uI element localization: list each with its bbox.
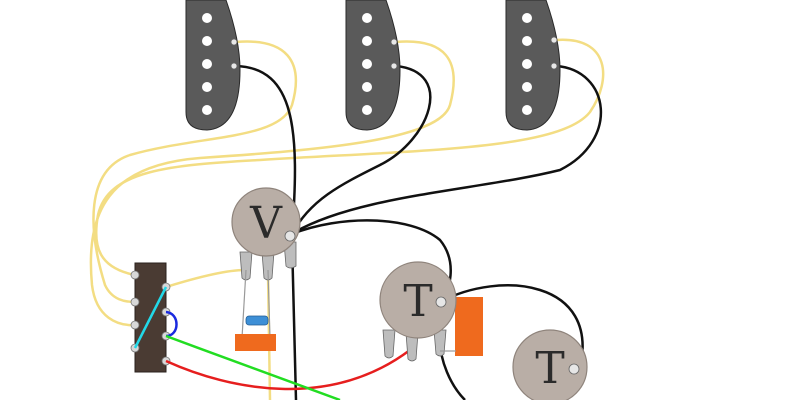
tone-pot-1: T xyxy=(379,261,483,362)
volume-pot: V xyxy=(231,187,301,351)
treble-bleed-capacitor xyxy=(235,334,276,351)
volume-pot-lugs xyxy=(239,241,297,281)
pickup-middle-body xyxy=(345,0,401,131)
middle-hot-wire xyxy=(89,40,455,327)
middle-ground-wire xyxy=(290,64,432,235)
tone-pot-2-label: T xyxy=(535,343,564,394)
bridge-hot-wire xyxy=(94,38,605,277)
treble-bleed-resistor xyxy=(245,315,269,326)
tone-pot-1-label: T xyxy=(403,276,432,327)
bridge-ground-wire xyxy=(294,64,602,234)
tone-pot-1-lugs xyxy=(382,329,447,362)
neck-ground-wire xyxy=(235,64,297,236)
switch-jumper-cyan xyxy=(133,286,168,349)
green-wire xyxy=(165,334,341,400)
switch-to-volume-hot-wire xyxy=(165,268,246,289)
pickup-middle-pole-pieces xyxy=(362,13,372,115)
five-way-switch xyxy=(130,262,178,373)
tone-pot-2: T xyxy=(512,329,588,400)
pickup-bridge-pole-pieces xyxy=(522,13,532,115)
pickup-neck-body xyxy=(185,0,241,131)
volume-pot-body xyxy=(231,187,301,257)
volume-pot-label: V xyxy=(249,198,283,249)
pickup-neck xyxy=(185,0,241,131)
pickup-middle xyxy=(345,0,401,131)
red-wire xyxy=(165,348,411,391)
pickup-neck-pole-pieces xyxy=(202,13,212,115)
tone-to-tone-ground-wire xyxy=(439,284,584,369)
pickup-bridge-body xyxy=(505,0,561,131)
tone-pot-1-body xyxy=(379,261,457,339)
switch-jumper-blue xyxy=(165,310,178,338)
switch-lugs xyxy=(130,270,171,366)
neck-hot-wire xyxy=(92,40,298,304)
tone-pot-2-body xyxy=(512,329,588,400)
tone-capacitor xyxy=(455,297,483,356)
pickup-bridge xyxy=(505,0,561,131)
